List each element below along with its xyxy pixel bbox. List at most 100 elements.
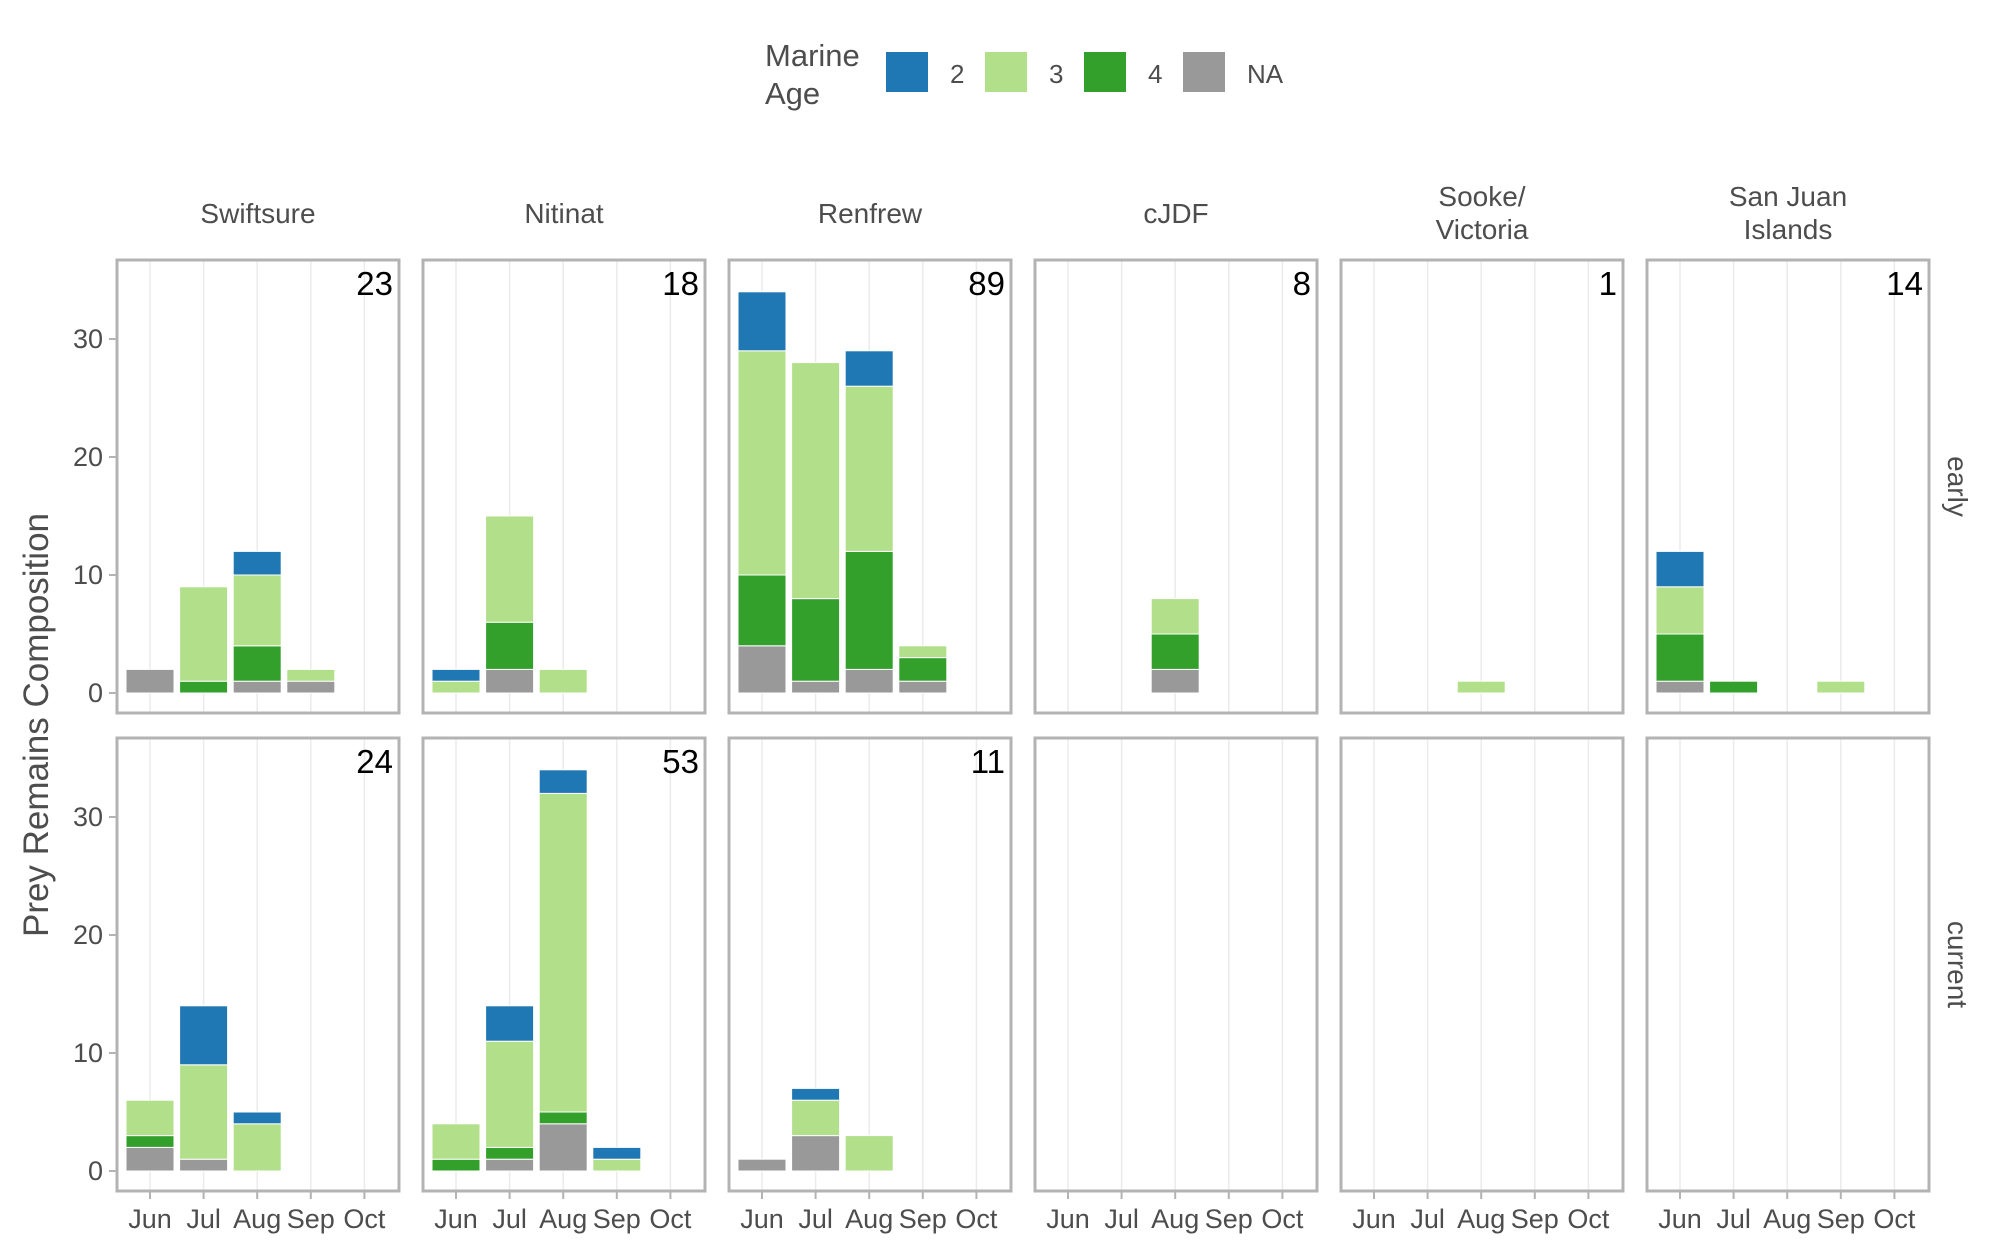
panel	[1339, 736, 1625, 1193]
bar-segment-age-3	[485, 1040, 535, 1148]
x-tick-label: Jun	[740, 1204, 784, 1234]
bar-segment-age-3	[1655, 586, 1705, 635]
x-tick-label: Jun	[1658, 1204, 1702, 1234]
bar-segment-age-3	[286, 668, 336, 682]
x-tick-label: Aug	[1151, 1204, 1199, 1234]
bar-segment-age-2	[1655, 550, 1705, 588]
bar-segment-age-na	[1150, 668, 1200, 694]
row-strip-label: current	[1942, 921, 1973, 1008]
bar-segment-age-2	[791, 1087, 841, 1101]
y-tick-label: 20	[73, 442, 103, 472]
panel-border	[1645, 736, 1931, 1193]
panel: 8	[1033, 258, 1319, 715]
x-tick-label: Jul	[798, 1204, 833, 1234]
bar-segment-age-4	[431, 1158, 481, 1172]
bar-segment-age-3	[485, 515, 535, 623]
bar-segment-age-na	[737, 645, 787, 694]
bar-segment-age-4	[125, 1135, 175, 1148]
y-tick-label: 30	[73, 324, 103, 354]
bar-segment-age-3	[179, 1064, 229, 1160]
panel-border	[1645, 258, 1931, 715]
panel: 11	[727, 736, 1013, 1193]
x-tick-label: Aug	[845, 1204, 893, 1234]
bar-segment-age-3	[592, 1158, 642, 1172]
panel	[1645, 736, 1931, 1193]
x-tick-label: Sep	[593, 1204, 641, 1234]
bar-segment-age-na	[1655, 680, 1705, 694]
legend-swatch-3	[985, 52, 1027, 92]
bar-segment-age-3	[1456, 680, 1506, 694]
bar-segment-age-na	[286, 680, 336, 694]
bar-segment-age-3	[898, 645, 948, 659]
x-tick-label: Jul	[1716, 1204, 1751, 1234]
bar-segment-age-3	[232, 1123, 282, 1172]
x-tick-label: Oct	[649, 1204, 692, 1234]
bar-segment-age-na	[125, 668, 175, 694]
bar-segment-age-2	[592, 1146, 642, 1160]
panel-count-label: 14	[1886, 265, 1923, 302]
bar-segment-age-4	[485, 621, 535, 670]
legend-title: Marine Age	[765, 38, 860, 111]
column-strip-label: Swiftsure	[200, 198, 315, 229]
panel-border	[1339, 736, 1625, 1193]
x-tick-label: Sep	[287, 1204, 335, 1234]
panel: 24	[115, 736, 401, 1193]
column-strip-label: Sooke/Victoria	[1436, 181, 1529, 245]
bar-segment-age-3	[538, 668, 588, 694]
bar-segment-age-3	[431, 680, 481, 694]
x-tick-label: Jul	[492, 1204, 527, 1234]
x-tick-label: Oct	[343, 1204, 386, 1234]
x-tick-label: Oct	[955, 1204, 998, 1234]
legend-swatch-na	[1183, 52, 1225, 92]
bar-segment-age-2	[538, 769, 588, 794]
bar-segment-age-4	[898, 657, 948, 682]
x-tick-label: Aug	[233, 1204, 281, 1234]
x-tick-label: Jun	[1352, 1204, 1396, 1234]
bar-segment-age-3	[1150, 598, 1200, 635]
y-tick-label: 10	[73, 560, 103, 590]
bar-segment-age-3	[1816, 680, 1866, 694]
bar-segment-age-na	[485, 1158, 535, 1172]
bar-segment-age-3	[737, 350, 787, 576]
x-tick-label: Sep	[899, 1204, 947, 1234]
bar-segment-age-2	[232, 1111, 282, 1125]
row-strips: early current	[1942, 456, 1973, 1008]
bar-segment-age-3	[179, 586, 229, 682]
y-axis-title: Prey Remains Composition	[17, 513, 56, 937]
bar-segment-age-na	[125, 1146, 175, 1172]
panel: 53	[421, 736, 707, 1193]
legend-label-na: NA	[1247, 59, 1284, 89]
legend-label-4: 4	[1148, 59, 1162, 89]
legend-swatch-2	[886, 52, 928, 92]
x-tick-label: Jun	[128, 1204, 172, 1234]
panel-border	[1033, 258, 1319, 715]
bar-segment-age-4	[1709, 680, 1759, 694]
bar-segment-age-4	[1150, 633, 1200, 670]
panels: 23 18 89 8 1 14 24 53 11	[115, 258, 1931, 1193]
bar-segment-age-na	[737, 1158, 787, 1172]
bar-segment-age-na	[791, 1135, 841, 1172]
legend: Marine Age 2 3 4 NA	[765, 38, 1284, 111]
panel-border	[1339, 258, 1625, 715]
legend-swatch-4	[1084, 52, 1126, 92]
column-strip-label: cJDF	[1143, 198, 1208, 229]
bar-segment-age-3	[791, 362, 841, 600]
x-tick-label: Jun	[434, 1204, 478, 1234]
bar-segment-age-na	[485, 668, 535, 694]
column-strips: Swiftsure Nitinat Renfrew cJDF Sooke/Victori…	[200, 181, 1847, 245]
bar-segment-age-3	[538, 792, 588, 1113]
panel: 89	[727, 258, 1013, 715]
bar-segment-age-4	[485, 1146, 535, 1160]
column-strip-label: Renfrew	[818, 198, 923, 229]
legend-label-2: 2	[950, 59, 964, 89]
panel-count-label: 53	[662, 743, 699, 780]
x-tick-label: Sep	[1205, 1204, 1253, 1234]
bar-segment-age-4	[844, 550, 894, 670]
panel-count-label: 24	[356, 743, 393, 780]
panel-border	[115, 258, 401, 715]
panel-border	[727, 258, 1013, 715]
panel-count-label: 23	[356, 265, 393, 302]
panel-border	[421, 258, 707, 715]
column-strip-label: San Juan Islands	[1729, 181, 1847, 245]
